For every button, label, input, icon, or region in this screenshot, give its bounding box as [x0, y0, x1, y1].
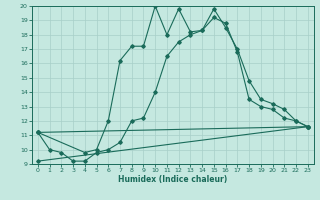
- X-axis label: Humidex (Indice chaleur): Humidex (Indice chaleur): [118, 175, 228, 184]
